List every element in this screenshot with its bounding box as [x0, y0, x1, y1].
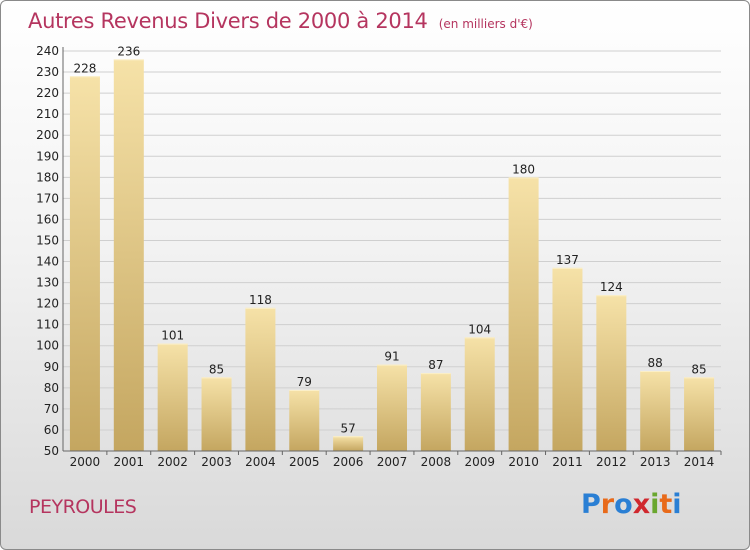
data-label: 85	[209, 362, 224, 376]
y-tick-label: 120	[36, 297, 59, 311]
data-label: 79	[297, 375, 312, 389]
y-tick-label: 200	[36, 128, 59, 142]
bar	[69, 76, 100, 452]
y-tick-label: 210	[36, 107, 59, 121]
bar	[157, 343, 188, 451]
logo-letter: r	[600, 489, 615, 520]
x-tick-label: 2001	[114, 455, 145, 469]
x-tick-label: 2003	[201, 455, 232, 469]
data-labels: 228 236 101 85 118 79 57 91 87 104 180 137 124 88 85	[73, 44, 706, 435]
y-tick-label: 70	[44, 402, 59, 416]
data-label: 104	[468, 322, 491, 336]
bar	[552, 267, 583, 451]
y-tick-label: 110	[36, 318, 59, 332]
data-label: 87	[428, 358, 443, 372]
x-tick-label: 2009	[464, 455, 495, 469]
y-tick-label: 230	[36, 65, 59, 79]
y-tick-label: 180	[36, 170, 59, 184]
y-tick-label: 160	[36, 212, 59, 226]
bar	[333, 436, 364, 451]
bar	[596, 295, 627, 451]
x-tick-label: 2011	[552, 455, 583, 469]
x-tick-label: 2008	[421, 455, 452, 469]
logo-letter: i	[672, 489, 682, 520]
y-tick-label: 170	[36, 191, 59, 205]
data-label: 180	[512, 162, 535, 176]
y-tick-label: 220	[36, 86, 59, 100]
y-tick-label: 100	[36, 339, 59, 353]
y-tick-labels: 50 60 70 80 90 100 110 120 130 140 150 160 170 180 190…	[36, 44, 59, 458]
y-tick-label: 50	[44, 444, 59, 458]
x-tick-label: 2013	[640, 455, 671, 469]
y-tick-label: 240	[36, 44, 59, 58]
y-tick-label: 80	[44, 381, 59, 395]
data-label: 118	[249, 293, 272, 307]
x-tick-label: 2010	[508, 455, 539, 469]
x-tick-label: 2000	[70, 455, 101, 469]
logo-letter: x	[632, 489, 651, 520]
bar	[245, 307, 276, 451]
x-tick-label: 2014	[684, 455, 715, 469]
bar	[289, 389, 320, 451]
data-label: 101	[161, 329, 184, 343]
chart-subtitle: (en milliers d'€)	[438, 17, 533, 31]
commune-name: PEYROULES	[29, 496, 137, 518]
x-tick-label: 2007	[377, 455, 408, 469]
y-tick-label: 190	[36, 149, 59, 163]
x-tick-label: 2006	[333, 455, 364, 469]
y-tick-label: 150	[36, 233, 59, 247]
x-tick-label: 2005	[289, 455, 320, 469]
x-tick-labels: 2000 2001 2002 2003 2004 2005 2006 2007 2008 2009…	[70, 451, 722, 469]
proxiti-logo: Proxiti	[581, 489, 682, 520]
bar	[508, 177, 539, 451]
x-tick-label: 2012	[596, 455, 627, 469]
bar	[464, 337, 495, 451]
data-label: 57	[340, 421, 355, 435]
y-tick-label: 130	[36, 276, 59, 290]
chart-title-block: Autres Revenus Divers de 2000 à 2014 (en…	[28, 9, 533, 33]
data-label: 236	[117, 44, 140, 58]
logo-letter: t	[659, 489, 673, 520]
y-tick-label: 90	[44, 360, 59, 374]
bar	[684, 377, 715, 451]
data-label: 228	[73, 61, 96, 75]
bar	[377, 364, 407, 451]
chart-title: Autres Revenus Divers de 2000 à 2014	[28, 9, 428, 33]
logo-letter: P	[581, 489, 601, 520]
bars	[69, 59, 715, 452]
logo-letter: i	[650, 489, 660, 520]
bar	[640, 371, 671, 451]
bar	[420, 373, 451, 451]
data-label: 91	[384, 350, 399, 364]
data-label: 137	[556, 253, 579, 267]
data-label: 88	[648, 356, 663, 370]
data-label: 85	[691, 362, 706, 376]
x-tick-label: 2004	[245, 455, 276, 469]
y-tick-label: 60	[44, 423, 59, 437]
data-label: 124	[600, 280, 623, 294]
bar	[113, 59, 144, 451]
y-tick-label: 140	[36, 255, 59, 269]
bar	[201, 377, 232, 451]
x-tick-label: 2002	[157, 455, 188, 469]
logo-letter: o	[614, 489, 633, 520]
axes	[62, 47, 721, 452]
